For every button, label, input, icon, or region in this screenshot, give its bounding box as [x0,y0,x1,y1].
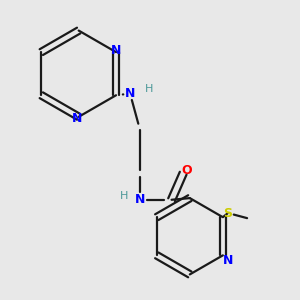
Text: H: H [145,84,154,94]
Text: N: N [111,44,121,57]
Text: N: N [135,193,145,206]
Text: N: N [72,112,82,125]
Text: S: S [224,206,232,220]
Text: O: O [182,164,193,177]
Text: H: H [120,191,128,202]
Text: N: N [125,87,135,100]
Text: N: N [223,254,233,267]
